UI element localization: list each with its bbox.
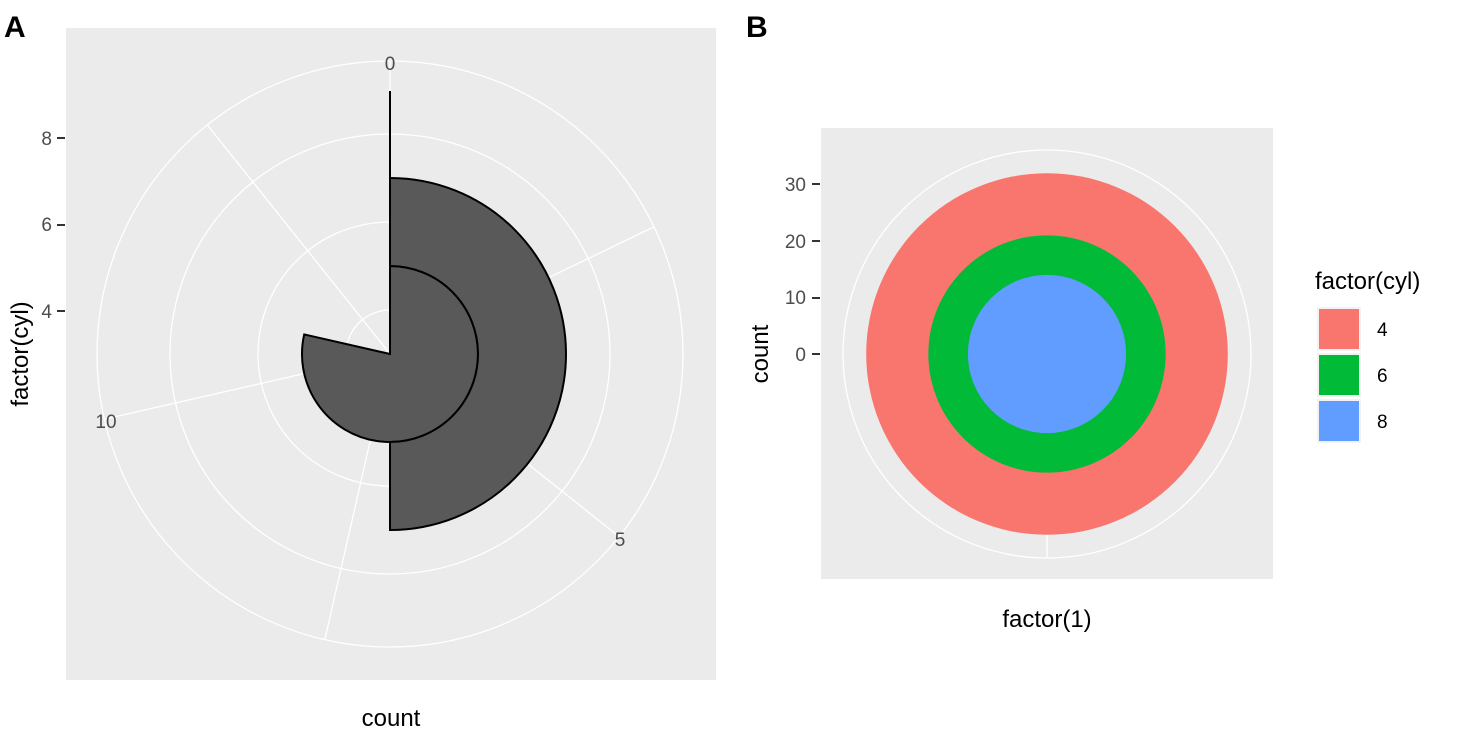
- panel-a-theta-ticks: 0 5 10: [95, 54, 625, 551]
- panel-b-bars: [866, 173, 1228, 535]
- panel-b-x-axis-title: factor(1): [1002, 606, 1091, 633]
- legend: factor(cyl) 4 6 8: [1315, 268, 1420, 443]
- radius-tick-label: 30: [785, 175, 806, 196]
- radius-tick-label: 8: [41, 129, 52, 150]
- theta-tick-label: 5: [615, 530, 626, 551]
- theta-tick-label: 10: [95, 412, 116, 433]
- grid-spoke: [206, 124, 391, 355]
- panel-tag-a: A: [4, 11, 26, 44]
- panel-a-x-axis-title: count: [362, 705, 421, 732]
- legend-label-6: 6: [1377, 366, 1388, 387]
- panel-a-radius-ticks: 4 6 8: [41, 129, 65, 323]
- panel-b-radius-ticks: 0 10 20 30: [785, 175, 820, 366]
- radius-tick-label: 20: [785, 232, 806, 253]
- radius-tick-label: 10: [785, 288, 806, 309]
- bar-cyl-6: [389, 176, 567, 532]
- panel-a: A 0 5 10 4 6 8 count factor(cyl): [4, 11, 716, 732]
- radius-tick-label: 4: [41, 302, 52, 323]
- panel-b-y-axis-title: count: [747, 324, 774, 383]
- radius-tick-label: 6: [41, 215, 52, 236]
- legend-title: factor(cyl): [1315, 268, 1420, 295]
- legend-label-4: 4: [1377, 320, 1388, 341]
- radius-tick-label: 0: [795, 345, 806, 366]
- legend-swatch-4: [1319, 309, 1359, 349]
- legend-swatch-8: [1319, 401, 1359, 441]
- panel-tag-b: B: [746, 11, 768, 44]
- panel-a-y-axis-title: factor(cyl): [7, 301, 34, 406]
- panel-b: B 0 10 20 30 factor(1) count factor(cyl)…: [746, 11, 1420, 633]
- ring-cyl-8: [967, 274, 1127, 434]
- legend-swatch-6: [1319, 355, 1359, 395]
- theta-tick-label: 0: [385, 54, 396, 75]
- panel-a-bars: [301, 91, 567, 532]
- legend-label-8: 8: [1377, 412, 1388, 433]
